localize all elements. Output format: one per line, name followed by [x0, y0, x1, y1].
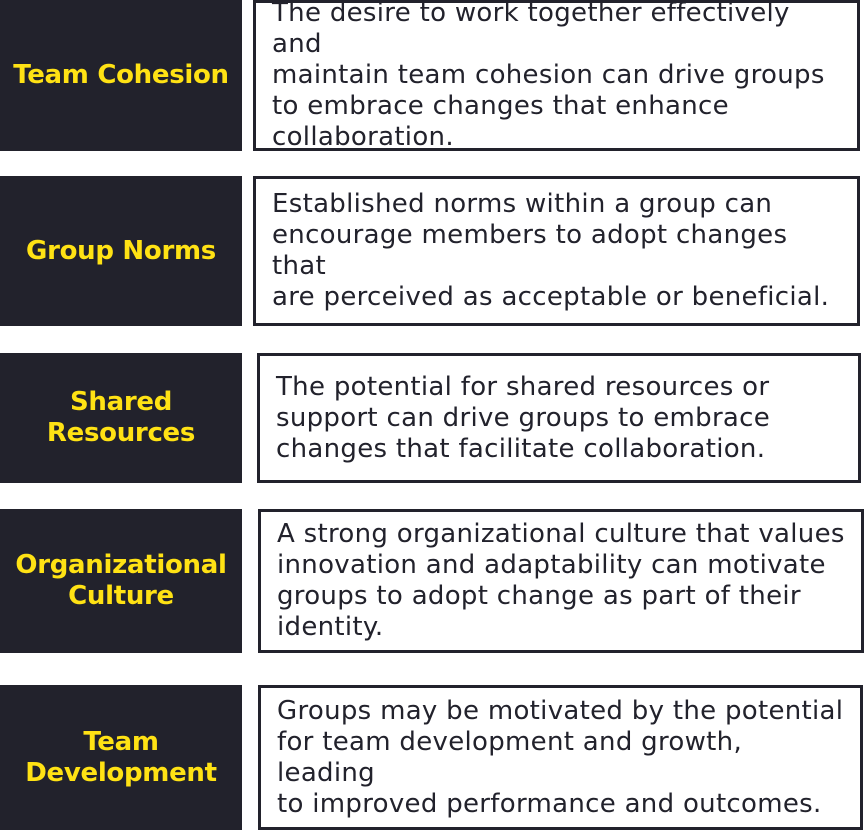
description-line: are perceived as acceptable or beneficia…: [272, 282, 830, 312]
description-box-team-cohesion: The desire to work together effectively …: [253, 0, 860, 153]
description-line: The desire to work together effectively …: [272, 0, 790, 59]
label-line: Culture: [68, 581, 174, 611]
label-line: Resources: [46, 418, 196, 448]
row-shared-resources: Shared Resources The potential for share…: [0, 353, 865, 483]
description-group-norms: Established norms within a group can enc…: [256, 189, 857, 313]
row-organizational-culture: Organizational Culture A strong organiza…: [0, 509, 865, 653]
label-box-group-norms: Group Norms: [0, 176, 242, 326]
label-box-organizational-culture: Organizational Culture: [0, 509, 242, 653]
label-shared-resources: Shared Resources: [47, 387, 195, 449]
label-team-cohesion: Team Cohesion: [13, 60, 229, 91]
label-line: Organizational: [15, 550, 227, 580]
label-box-team-cohesion: Team Cohesion: [0, 0, 242, 151]
label-line: Team: [83, 726, 159, 757]
label-box-team-development: Team Development: [0, 685, 242, 830]
label-group-norms: Group Norms: [26, 236, 216, 267]
row-team-cohesion: Team Cohesion The desire to work togethe…: [0, 0, 865, 153]
description-team-development: Groups may be motivated by the potential…: [261, 696, 860, 820]
description-line: collaboration.: [272, 122, 454, 152]
description-line: changes that facilitate collaboration.: [276, 433, 766, 464]
row-group-norms: Group Norms Established norms within a g…: [0, 176, 865, 326]
description-line: groups to adopt change as part of their: [277, 581, 801, 611]
description-line: innovation and adaptability can motivate: [277, 550, 826, 580]
description-line: A strong organizational culture that val…: [277, 519, 845, 549]
label-line: Group Norms: [26, 235, 216, 266]
label-line: Development: [25, 757, 217, 788]
description-line: to improved performance and outcomes.: [277, 788, 822, 819]
description-line: identity.: [277, 612, 384, 642]
description-box-organizational-culture: A strong organizational culture that val…: [258, 509, 864, 653]
description-line: The potential for shared resources or: [276, 371, 770, 402]
description-line: encourage members to adopt changes that: [272, 220, 788, 281]
description-box-group-norms: Established norms within a group can enc…: [253, 176, 860, 326]
label-team-development: Team Development: [25, 727, 217, 789]
description-box-shared-resources: The potential for shared resources or su…: [257, 353, 861, 483]
description-team-cohesion: The desire to work together effectively …: [256, 0, 857, 153]
description-shared-resources: The potential for shared resources or su…: [260, 372, 784, 465]
description-line: maintain team cohesion can drive groups: [272, 60, 825, 90]
label-line: Team Cohesion: [13, 60, 229, 90]
description-line: Established norms within a group can: [272, 189, 773, 219]
description-box-team-development: Groups may be motivated by the potential…: [258, 685, 863, 830]
label-box-shared-resources: Shared Resources: [0, 353, 242, 483]
row-team-development: Team Development Groups may be motivated…: [0, 685, 865, 830]
description-line: support can drive groups to embrace: [276, 402, 771, 433]
label-line: Shared: [69, 387, 173, 417]
description-organizational-culture: A strong organizational culture that val…: [261, 519, 859, 643]
description-line: to embrace changes that enhance: [272, 91, 729, 121]
description-line: for team development and growth, leading: [277, 726, 743, 788]
description-line: Groups may be motivated by the potential: [277, 695, 844, 726]
label-organizational-culture: Organizational Culture: [15, 550, 226, 612]
